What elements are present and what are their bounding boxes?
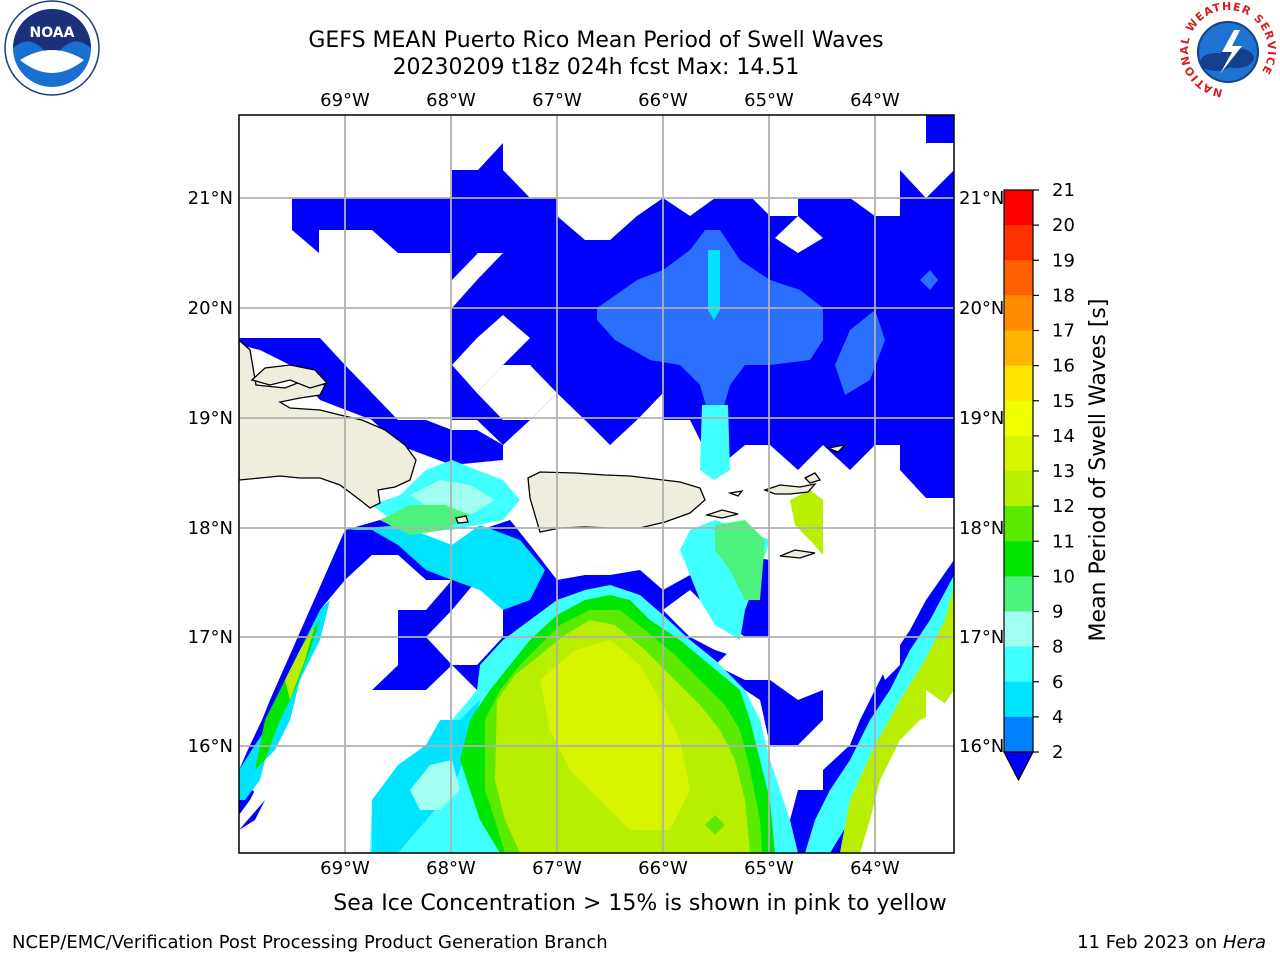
lon-tick-top: 66°W bbox=[638, 90, 688, 111]
map-area bbox=[239, 115, 954, 853]
lon-tick-top: 67°W bbox=[532, 90, 582, 111]
footer-date: 11 Feb 2023 on Hera bbox=[1077, 932, 1266, 953]
lat-tick-left: 21°N bbox=[188, 188, 233, 209]
small-island-east bbox=[727, 490, 744, 497]
lat-tick-right: 20°N bbox=[959, 298, 1004, 319]
lon-tick-bottom: 64°W bbox=[850, 858, 900, 879]
colorbar-segment bbox=[1004, 400, 1033, 437]
colorbar-segment bbox=[1004, 330, 1033, 367]
footer-host: Hera bbox=[1222, 932, 1266, 953]
lat-tick-left: 20°N bbox=[188, 298, 233, 319]
colorbar-tick-label: 21 bbox=[1052, 180, 1075, 201]
lon-tick-bottom: 65°W bbox=[744, 858, 794, 879]
colorbar-tick-label: 9 bbox=[1052, 602, 1063, 623]
colorbar-segment bbox=[1004, 646, 1033, 683]
map-gridlines bbox=[239, 115, 954, 853]
colorbar-tick-label: 15 bbox=[1052, 391, 1075, 412]
colorbar-segment bbox=[1004, 611, 1033, 648]
footer-date-text: 11 Feb 2023 on bbox=[1077, 932, 1223, 953]
lat-tick-right: 19°N bbox=[959, 408, 1004, 429]
lat-tick-left: 17°N bbox=[188, 627, 233, 648]
lat-tick-right: 21°N bbox=[959, 188, 1004, 209]
colorbar-segment bbox=[1004, 225, 1033, 261]
puerto-rico bbox=[527, 471, 706, 533]
colorbar-tick-label: 19 bbox=[1052, 250, 1075, 271]
colorbar-tick-label: 14 bbox=[1052, 426, 1075, 447]
lat-tick-right: 18°N bbox=[959, 518, 1004, 539]
colorbar-segment bbox=[1004, 541, 1033, 577]
small-island-north bbox=[825, 444, 847, 453]
map-title: GEFS MEAN Puerto Rico Mean Period of Swe… bbox=[308, 28, 884, 53]
colorbar-tick-label: 18 bbox=[1052, 285, 1075, 306]
virgin-islands bbox=[763, 482, 817, 495]
lon-tick-bottom: 66°W bbox=[638, 858, 688, 879]
colorbar-tick-label: 17 bbox=[1052, 321, 1075, 342]
st-croix-island bbox=[779, 549, 816, 559]
saba-island bbox=[803, 472, 822, 484]
hispaniola-north-coast bbox=[250, 364, 329, 389]
colorbar-segment bbox=[1004, 681, 1033, 718]
map-subtitle: 20230209 t18z 024h fcst Max: 14.51 bbox=[392, 55, 800, 80]
colorbar-tick-label: 13 bbox=[1052, 461, 1075, 482]
lon-tick-top: 65°W bbox=[744, 90, 794, 111]
colorbar-tick-label: 16 bbox=[1052, 356, 1075, 377]
colorbar-tick-label: 12 bbox=[1052, 496, 1075, 517]
lat-tick-left: 16°N bbox=[188, 736, 233, 757]
colorbar-segment bbox=[1004, 506, 1033, 542]
map-frame bbox=[238, 114, 955, 854]
noaa-logo-text: NOAA bbox=[30, 25, 75, 41]
lon-tick-bottom: 69°W bbox=[320, 858, 370, 879]
lat-tick-right: 16°N bbox=[959, 736, 1004, 757]
lon-tick-bottom: 67°W bbox=[532, 858, 582, 879]
colorbar-extend-arrow bbox=[1003, 751, 1034, 782]
colorbar-tick-label: 4 bbox=[1052, 707, 1063, 728]
colorbar-tick-label: 8 bbox=[1052, 637, 1063, 658]
nws-logo: NATIONAL WEATHER SERVICE bbox=[1178, 0, 1277, 100]
lon-tick-top: 69°W bbox=[320, 90, 370, 111]
sea-ice-caption: Sea Ice Concentration > 15% is shown in … bbox=[333, 891, 947, 916]
lat-tick-left: 19°N bbox=[188, 408, 233, 429]
colorbar-tick-label: 10 bbox=[1052, 566, 1075, 587]
colorbar-tick-label: 6 bbox=[1052, 672, 1063, 693]
colorbar-segment bbox=[1004, 471, 1033, 507]
map-axis-labels: 69°W 68°W 67°W 66°W 65°W 64°W 69°W 68°W … bbox=[188, 90, 1005, 879]
colorbar: 21 20 19 18 17 16 15 14 13 12 11 10 9 8 6 4 2 bbox=[1003, 180, 1075, 782]
colorbar-segment bbox=[1004, 190, 1033, 226]
land-masses bbox=[239, 339, 847, 559]
lon-tick-bottom: 68°W bbox=[426, 858, 476, 879]
lon-tick-top: 64°W bbox=[850, 90, 900, 111]
lon-tick-top: 68°W bbox=[426, 90, 476, 111]
colorbar-tick-label: 2 bbox=[1052, 742, 1063, 763]
footer-credit: NCEP/EMC/Verification Post Processing Pr… bbox=[12, 932, 608, 953]
colorbar-segment bbox=[1004, 260, 1033, 296]
noaa-logo: NOAA bbox=[4, 0, 100, 96]
lat-tick-right: 17°N bbox=[959, 627, 1004, 648]
mona-island bbox=[455, 515, 469, 524]
colorbar-segment bbox=[1004, 295, 1033, 331]
colorbar-label: Mean Period of Swell Waves [s] bbox=[1086, 299, 1111, 642]
colorbar-tick-label: 20 bbox=[1052, 215, 1075, 236]
colorbar-segment bbox=[1004, 576, 1033, 612]
vieques-island bbox=[704, 509, 739, 519]
colorbar-tick-label: 11 bbox=[1052, 531, 1075, 552]
colorbar-segment bbox=[1004, 435, 1033, 472]
colorbar-segment bbox=[1004, 716, 1033, 753]
swell-region-south bbox=[239, 460, 954, 853]
lat-tick-left: 18°N bbox=[188, 518, 233, 539]
colorbar-segment bbox=[1004, 365, 1033, 402]
